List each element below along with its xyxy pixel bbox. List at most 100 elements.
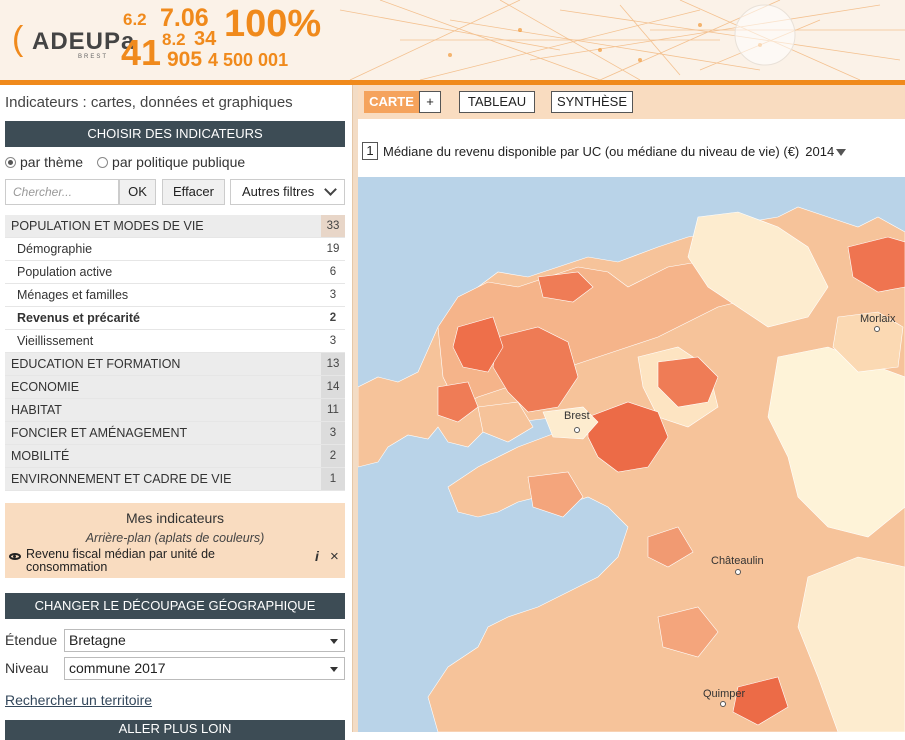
niveau-select[interactable]: commune 2017 — [64, 657, 345, 680]
city-marker-icon[interactable] — [735, 569, 741, 575]
filter-mode-radios: par thème par politique publique — [5, 154, 245, 170]
theme-item-demographie[interactable]: Démographie 19 — [5, 238, 345, 261]
theme-category-mobilite[interactable]: MOBILITÉ 2 — [5, 445, 345, 468]
logo-paren: ( — [12, 20, 24, 58]
theme-label: Ménages et familles — [17, 288, 129, 302]
theme-label: FONCIER ET AMÉNAGEMENT — [11, 426, 188, 440]
city-marker-icon[interactable] — [720, 701, 726, 707]
filters-label: Autres filtres — [242, 184, 315, 199]
year-value: 2014 — [805, 143, 835, 159]
theme-count: 11 — [321, 399, 345, 421]
theme-count: 2 — [329, 312, 337, 324]
theme-item-menages[interactable]: Ménages et familles 3 — [5, 284, 345, 307]
theme-count: 3 — [329, 289, 337, 301]
banner-number: 8.2 — [162, 30, 186, 49]
theme-count: 3 — [321, 422, 345, 444]
banner-number: 905 — [167, 48, 203, 71]
theme-count: 1 — [321, 468, 345, 490]
niveau-label: Niveau — [5, 660, 49, 676]
tab-synthese[interactable]: SYNTHÈSE — [551, 91, 633, 113]
city-marker-icon[interactable] — [574, 427, 580, 433]
left-panel: Indicateurs : cartes, données et graphiq… — [0, 85, 352, 740]
city-marker-icon[interactable] — [874, 326, 880, 332]
theme-item-population-active[interactable]: Population active 6 — [5, 261, 345, 284]
theme-item-revenus[interactable]: Revenus et précarité 2 — [5, 307, 345, 330]
theme-category-habitat[interactable]: HABITAT 11 — [5, 399, 345, 422]
niveau-value: commune 2017 — [69, 660, 166, 676]
theme-count: 3 — [329, 335, 337, 347]
radio-selected-icon — [5, 156, 16, 168]
banner-number: 7.06 — [160, 4, 209, 32]
theme-category-education[interactable]: EDUCATION ET FORMATION 13 — [5, 353, 345, 376]
page-title: Indicateurs : cartes, données et graphiq… — [5, 94, 293, 111]
theme-count: 19 — [326, 243, 340, 255]
city-label-morlaix: Morlaix — [860, 313, 896, 325]
theme-category-foncier[interactable]: FONCIER ET AMÉNAGEMENT 3 — [5, 422, 345, 445]
theme-count: 6 — [329, 266, 337, 278]
search-input[interactable]: Chercher... — [5, 179, 119, 205]
theme-category-economie[interactable]: ECONOMIE 14 — [5, 376, 345, 399]
theme-label: Démographie — [17, 242, 93, 256]
geo-decoupage-header[interactable]: CHANGER LE DÉCOUPAGE GÉOGRAPHIQUE — [5, 593, 345, 619]
tab-carte[interactable]: CARTE — [364, 91, 419, 113]
theme-label: POPULATION ET MODES DE VIE — [11, 219, 204, 233]
view-tabbar: CARTE + TABLEAU SYNTHÈSE — [358, 85, 905, 119]
mes-indicateurs-title: Mes indicateurs — [125, 510, 225, 526]
logo-text: ADEUPa — [32, 28, 136, 55]
theme-count: 33 — [321, 215, 345, 237]
radio-label: par politique publique — [112, 154, 246, 170]
network-decoration — [339, 0, 905, 80]
theme-label: HABITAT — [11, 403, 62, 417]
radio-label: par thème — [20, 154, 84, 170]
theme-item-vieillissement[interactable]: Vieillissement 3 — [5, 330, 345, 353]
banner-number: 41 — [121, 32, 162, 73]
theme-count: 13 — [321, 353, 345, 375]
theme-list: POPULATION ET MODES DE VIE 33 Démographie… — [5, 215, 345, 491]
theme-label: Vieillissement — [17, 334, 94, 348]
header-stripe — [0, 80, 905, 85]
adeupa-logo[interactable]: ( ADEUPa BREST — [12, 20, 134, 62]
theme-label: MOBILITÉ — [11, 449, 70, 463]
banner-number: 4 500 001 — [208, 50, 289, 70]
city-label-brest: Brest — [564, 410, 590, 422]
tab-add-map[interactable]: + — [419, 91, 441, 113]
autres-filtres-dropdown[interactable]: Autres filtres — [230, 179, 345, 205]
rechercher-territoire-link[interactable]: Rechercher un territoire — [5, 692, 153, 708]
choose-indicators-header[interactable]: CHOISIR DES INDICATEURS — [5, 121, 345, 147]
tab-tableau[interactable]: TABLEAU — [459, 91, 535, 113]
map-title: Médiane du revenu disponible par UC (ou … — [383, 143, 800, 159]
dropdown-arrow-icon — [330, 639, 338, 644]
panel-divider[interactable] — [352, 85, 358, 732]
radio-par-theme[interactable]: par thème — [5, 154, 83, 170]
eye-icon[interactable] — [9, 553, 21, 560]
mes-indicateurs-box: Mes indicateurs Arrière-plan (aplats de … — [5, 503, 345, 578]
dropdown-arrow-icon — [836, 148, 847, 156]
etendue-value: Bretagne — [69, 632, 126, 648]
city-label-quimper: Quimper — [703, 688, 746, 700]
theme-label: ENVIRONNEMENT ET CADRE DE VIE — [11, 472, 232, 486]
radio-unselected-icon — [97, 156, 109, 168]
effacer-button[interactable]: Effacer — [162, 179, 225, 205]
map-canvas[interactable] — [358, 177, 905, 732]
theme-label: ECONOMIE — [11, 380, 80, 394]
aller-plus-loin-header[interactable]: ALLER PLUS LOIN — [5, 720, 345, 740]
theme-label: Population active — [17, 265, 113, 279]
theme-category-environnement[interactable]: ENVIRONNEMENT ET CADRE DE VIE 1 — [5, 468, 345, 491]
ok-button[interactable]: OK — [119, 179, 156, 205]
theme-label: Revenus et précarité — [17, 311, 140, 325]
theme-label: EDUCATION ET FORMATION — [11, 357, 181, 371]
right-panel: CARTE + TABLEAU SYNTHÈSE 1 Médiane du re… — [358, 85, 905, 732]
close-icon[interactable]: × — [330, 548, 339, 565]
theme-count: 14 — [321, 376, 345, 398]
etendue-label: Étendue — [5, 632, 58, 648]
radio-par-politique[interactable]: par politique publique — [97, 154, 245, 170]
year-selector[interactable]: 2014 — [805, 143, 847, 159]
map-title-row: 1 Médiane du revenu disponible par UC (o… — [362, 142, 847, 160]
theme-category-population[interactable]: POPULATION ET MODES DE VIE 33 — [5, 215, 345, 238]
etendue-select[interactable]: Bretagne — [64, 629, 345, 652]
search-row: Chercher... OK Effacer Autres filtres — [5, 179, 345, 205]
theme-count: 2 — [321, 445, 345, 467]
choropleth-map[interactable]: Morlaix Brest Châteaulin Quimper — [358, 177, 905, 732]
info-icon[interactable]: i — [315, 548, 319, 564]
selected-indicator-label: Revenu fiscal médian par unité de consom… — [26, 547, 216, 574]
